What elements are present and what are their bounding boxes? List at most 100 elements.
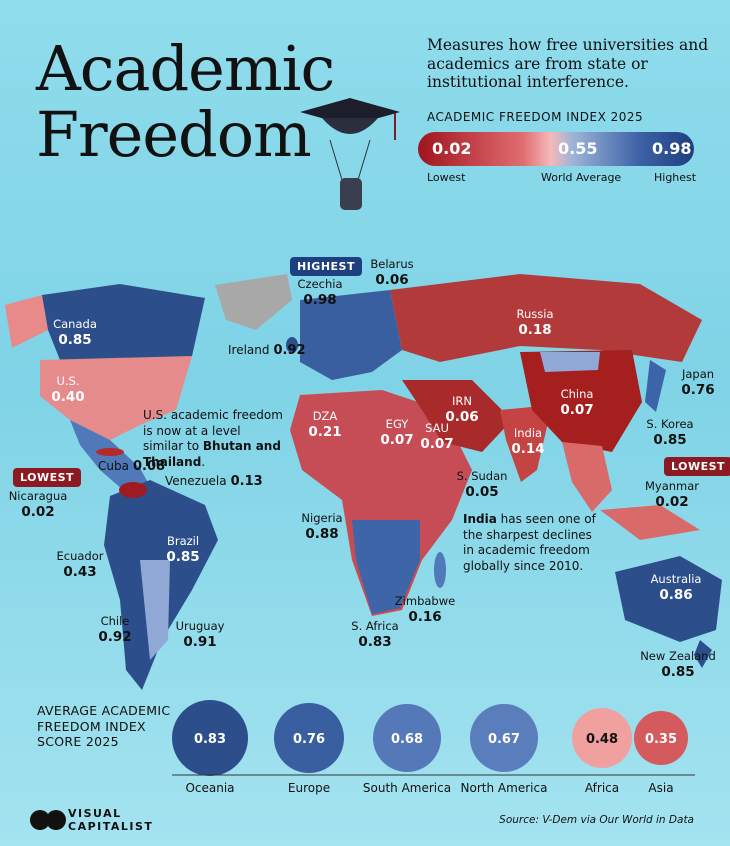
average-bubbles: 0.83 Oceania 0.76 Europe 0.68 South America 0.… — [172, 700, 695, 795]
country-value: 0.14 — [511, 441, 544, 457]
region-value: 0.68 — [391, 732, 423, 747]
country-name: Canada — [53, 317, 97, 331]
country-value: 0.05 — [465, 484, 498, 500]
country-name: Ecuador — [57, 549, 104, 563]
country-name: IRN — [452, 394, 472, 408]
country-name: Australia — [651, 572, 702, 586]
country-value: 0.85 — [661, 664, 694, 680]
region-value: 0.48 — [586, 732, 618, 747]
legend-label: Lowest — [427, 171, 466, 184]
country-value: 0.21 — [308, 424, 341, 440]
legend-label: Highest — [654, 171, 697, 184]
note-emphasis: India — [463, 512, 497, 526]
country-name: Zimbabwe — [395, 594, 455, 608]
region-name: North America — [461, 781, 548, 795]
country-name: Nigeria — [301, 511, 342, 525]
country-name: India — [514, 426, 542, 440]
country-name: Nicaragua — [9, 489, 68, 503]
legend-value: 0.98 — [652, 139, 692, 158]
country-name: New Zealand — [640, 649, 716, 663]
country-value: 0.85 — [653, 432, 686, 448]
country-label: Cuba 0.08 — [98, 459, 165, 474]
country-value: 0.07 — [380, 432, 413, 448]
region-bubble — [634, 711, 688, 765]
country-value: 0.85 — [166, 549, 199, 565]
country-label: Ireland 0.92 — [228, 343, 306, 358]
country-value: 0.76 — [681, 382, 714, 398]
country-value: 0.88 — [305, 526, 338, 542]
region-value: 0.83 — [194, 732, 226, 747]
country-name: Cuba — [98, 459, 129, 473]
country-name: SAU — [425, 421, 449, 435]
region-value: 0.76 — [293, 732, 325, 747]
legend-label: World Average — [541, 171, 622, 184]
country-name: Czechia — [298, 277, 343, 291]
country-label: Venezuela 0.13 — [165, 474, 263, 489]
country-value: 0.85 — [58, 332, 91, 348]
country-name: Chile — [101, 614, 130, 628]
title-line: Freedom — [36, 98, 312, 171]
country-value: 0.02 — [21, 504, 54, 520]
logo-mark — [30, 810, 66, 830]
region-bubble — [572, 708, 632, 768]
legend-gradient — [418, 132, 694, 166]
country-value: 0.86 — [659, 587, 692, 603]
description: Measures how free universities and acade… — [427, 36, 709, 92]
country-value: 0.40 — [51, 389, 84, 405]
country-name: Japan — [681, 367, 714, 381]
country-value: 0.98 — [303, 292, 336, 308]
note-text: has seen one of the sharpest declines in… — [463, 512, 596, 573]
logo: VISUAL CAPITALIST — [68, 807, 154, 833]
country-name: U.S. — [56, 374, 79, 388]
country-value: 0.02 — [655, 494, 688, 510]
country-value: 0.07 — [560, 402, 593, 418]
country-value: 0.06 — [445, 409, 478, 425]
country-value: 0.16 — [408, 609, 441, 625]
landmasses — [5, 274, 722, 690]
country-name: China — [561, 387, 594, 401]
badge: LOWEST — [13, 468, 82, 487]
country-value: 0.91 — [183, 634, 216, 650]
country-name: Brazil — [167, 534, 199, 548]
logo-text: CAPITALIST — [68, 819, 154, 833]
hat-balloon-illustration — [300, 98, 400, 210]
region-value: 0.35 — [645, 732, 677, 747]
region-bubble — [274, 703, 344, 773]
region-name: Africa — [585, 781, 619, 795]
country-value: 0.08 — [133, 459, 165, 474]
country-value: 0.92 — [98, 629, 131, 645]
title-line: Academic — [36, 32, 335, 105]
region-bubble — [172, 700, 248, 776]
region-value: 0.67 — [488, 732, 520, 747]
badge: HIGHEST — [290, 257, 362, 276]
legend-value: 0.55 — [558, 139, 598, 158]
country-name: S. Africa — [351, 619, 398, 633]
region-name: Asia — [648, 781, 673, 795]
country-name: S. Sudan — [457, 469, 508, 483]
note-emphasis: Bhutan and Thailand — [143, 439, 281, 469]
country-name: Myanmar — [645, 479, 699, 493]
country-value: 0.06 — [375, 272, 408, 288]
country-name: Russia — [517, 307, 554, 321]
country-name: DZA — [313, 409, 338, 423]
region-bubble — [373, 704, 441, 772]
country-value: 0.83 — [358, 634, 391, 650]
source: Source: V-Dem via Our World in Data — [499, 814, 694, 826]
region-name: Oceania — [185, 781, 234, 795]
country-value: 0.43 — [63, 564, 96, 580]
logo-text: VISUAL — [68, 807, 122, 820]
country-value: 0.18 — [518, 322, 551, 338]
country-name: S. Korea — [646, 417, 693, 431]
country-name: Venezuela — [165, 474, 227, 488]
averages-title: AVERAGE ACADEMIC FREEDOM INDEX SCORE 202… — [37, 703, 171, 750]
country-name: Belarus — [370, 257, 413, 271]
legend-value: 0.02 — [432, 139, 472, 158]
india-note: India has seen one of the sharpest decli… — [463, 512, 603, 574]
country-name: Ireland — [228, 343, 270, 357]
badge: LOWEST — [664, 457, 730, 476]
country-value: 0.13 — [231, 474, 263, 489]
country-name: Uruguay — [176, 619, 225, 633]
